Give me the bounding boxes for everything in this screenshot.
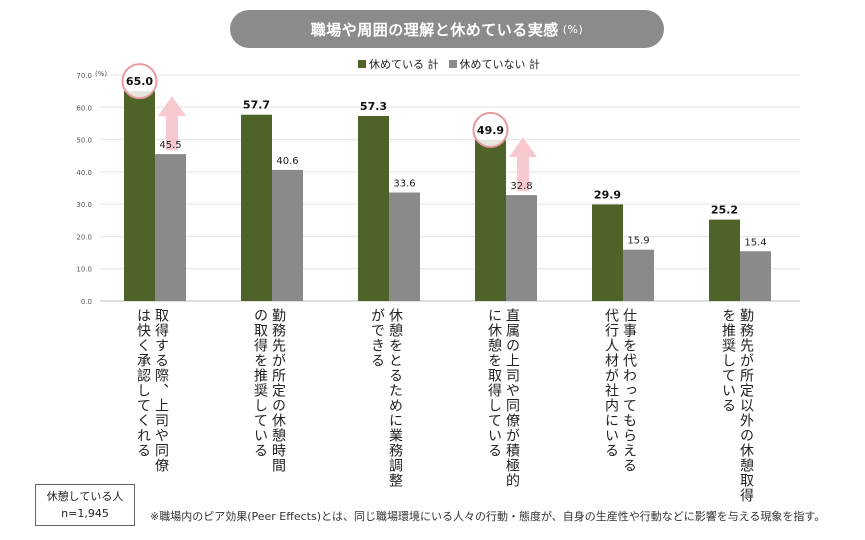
footnote: ※職場内のピア効果(Peer Effects)とは、同じ職場環境にいる人々の行動… — [150, 510, 826, 523]
bar-not-rested — [623, 249, 654, 301]
bar-not-rested — [506, 195, 537, 301]
category-label: 休憩をとるために業務調整 ができる — [369, 308, 403, 488]
legend-label-rested: 休めている 計 — [369, 58, 439, 71]
category-label: 勤務先が所定の休憩時間 の取得を推奨している — [252, 308, 286, 473]
chart-title-unit: (%) — [562, 22, 584, 36]
bar-chart: 0.0 10.0 20.0 30.0 40.0 50.0 60.0 70.0 (%) 65.0 45… — [76, 63, 800, 306]
sample-size-box: 休憩している人 n=1,945 — [35, 484, 135, 526]
y-tick-label: 50.0 — [76, 137, 92, 145]
chart-title-text: 職場や周囲の理解と休めている実感 — [310, 20, 559, 39]
sample-label: 休憩している人 — [46, 490, 124, 503]
data-label-not-rested: 15.4 — [744, 237, 766, 248]
y-tick-label: 30.0 — [76, 201, 92, 209]
bar-rested — [124, 91, 155, 302]
data-label-rested: 65.0 — [126, 75, 153, 88]
data-label-not-rested: 45.5 — [159, 140, 181, 151]
data-label-rested: 29.9 — [594, 188, 621, 201]
legend: 休めている 計 休めていない 計 — [358, 56, 540, 72]
bar-not-rested — [272, 169, 303, 301]
y-tick-label: 70.0 — [76, 72, 92, 80]
highlight-circle — [472, 111, 509, 148]
y-tick-label: 60.0 — [76, 104, 92, 112]
y-tick-label: 0.0 — [81, 298, 92, 306]
y-unit-label: (%) — [95, 70, 107, 78]
data-label-rested: 57.7 — [243, 99, 270, 112]
bar-rested — [358, 116, 389, 301]
chart-title: 職場や周囲の理解と休めている実感 (%) — [230, 10, 664, 48]
data-label-rested: 57.3 — [360, 100, 387, 113]
bar-rested — [475, 139, 506, 301]
data-label-not-rested: 15.9 — [627, 236, 649, 247]
y-tick-label: 10.0 — [76, 266, 92, 274]
data-label-not-rested: 32.8 — [510, 181, 532, 192]
y-tick-label: 40.0 — [76, 169, 92, 177]
bar-not-rested — [389, 192, 420, 301]
highlight-circle — [121, 63, 158, 100]
category-label: 取得する際、上司や同僚 は快く承認してくれる — [135, 308, 169, 473]
category-label: 勤務先が所定以外の休憩取得 を推奨している — [720, 308, 754, 503]
legend-swatch-rested — [358, 60, 366, 68]
bar-rested — [241, 114, 272, 301]
category-label: 直属の上司や同僚が積極的 に休憩を取得している — [486, 308, 520, 488]
data-label-rested: 49.9 — [477, 124, 504, 137]
sample-n: n=1,945 — [61, 507, 109, 520]
bar-rested — [592, 204, 623, 301]
legend-item-not-rested: 休めていない 計 — [448, 56, 541, 72]
bar-not-rested — [155, 154, 186, 301]
data-label-not-rested: 40.6 — [276, 156, 298, 167]
legend-item-rested: 休めている 計 — [358, 56, 439, 72]
legend-label-not-rested: 休めていない 計 — [459, 58, 541, 71]
increase-arrow — [509, 137, 537, 192]
bar-not-rested — [740, 251, 771, 301]
y-tick-label: 20.0 — [76, 233, 92, 241]
bar-rested — [709, 219, 740, 301]
data-label-not-rested: 33.6 — [393, 179, 415, 190]
legend-swatch-not-rested — [448, 60, 457, 68]
increase-arrow — [158, 96, 186, 151]
category-label: 仕事を代わってもらえる 代行人材が社内にいる — [603, 308, 637, 473]
data-label-rested: 25.2 — [711, 204, 738, 217]
